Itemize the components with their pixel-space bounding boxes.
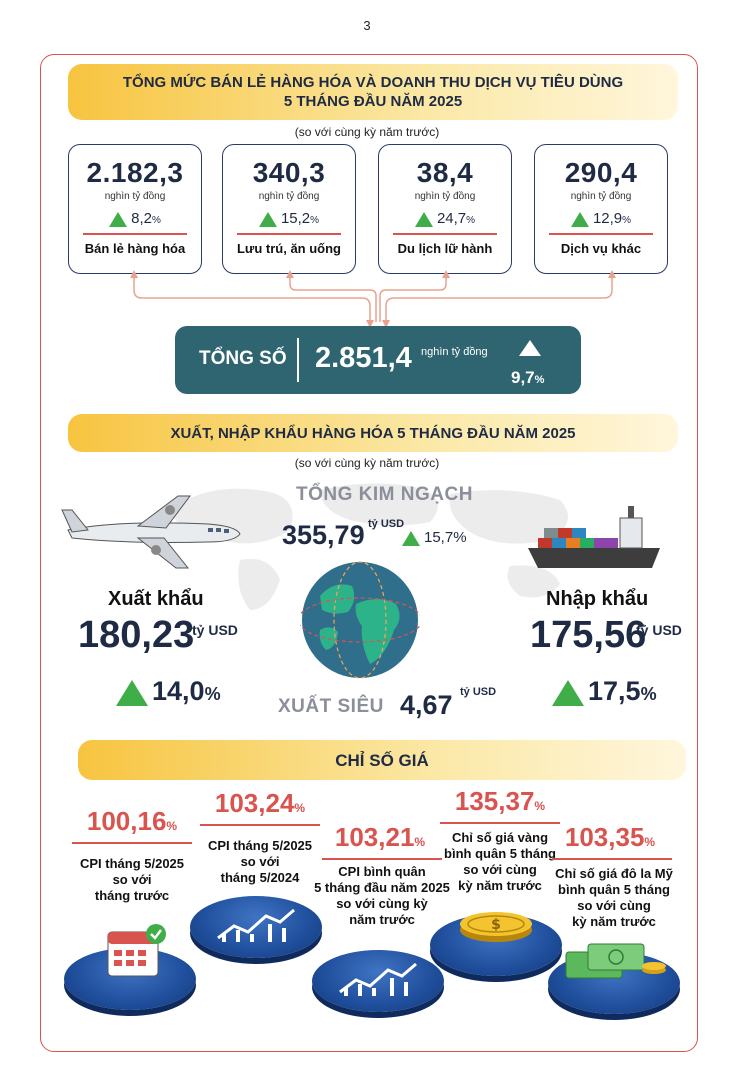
svg-text:$: $ [491,917,501,933]
up-arrow-icon [519,340,541,356]
trade-total-label: TỔNG KIM NGẠCH [296,484,473,505]
price-divider [72,842,192,844]
retail-card-accommodation: 340,3 nghìn tỷ đồng 15,2% Lưu trú, ăn uố… [222,144,356,274]
retail-card-travel: 38,4 nghìn tỷ đồng 24,7% Du lịch lữ hành [378,144,512,274]
up-arrow-icon [402,530,420,546]
export-label: Xuất khẩu [108,588,204,610]
surplus-value: 4,67 [400,690,453,720]
import-unit: tỷ USD [636,622,682,638]
retail-card-other-services: 290,4 nghìn tỷ đồng 12,9% Dịch vụ khác [534,144,668,274]
up-arrow-icon [414,211,433,227]
card-value: 38,4 [416,157,474,188]
calendar-icon [107,924,166,977]
chart-line-icon [217,908,295,942]
up-arrow-icon [552,679,584,706]
card-unit: nghìn tỷ đồng [258,191,320,202]
retail-total-box: TỔNG SỐ 2.851,4 nghìn tỷ đồng 9,7% [175,326,581,394]
retail-title-line2: 5 THÁNG ĐẦU NĂM 2025 [283,93,463,110]
card-change: 15,2% [223,210,355,227]
card-label: Du lịch lữ hành [397,240,493,256]
up-arrow-icon [570,211,589,227]
page-number: 3 [363,18,371,33]
chart-line-icon [339,962,417,996]
card-divider [83,233,187,235]
retail-total-unit: nghìn tỷ đồng [421,346,488,358]
card-label: Dịch vụ khác [560,240,642,256]
card-connector-lines [130,270,616,328]
price-value-usd: 103,35% [564,822,656,852]
price-label-gold: Chỉ số giá vàng bình quân 5 tháng so với c… [444,830,556,893]
trade-total-value: 355,79 [282,520,365,550]
card-unit: nghìn tỷ đồng [570,191,632,202]
price-divider [440,822,560,824]
pedestal-chart-1 [190,896,322,958]
trade-total-change: 15,7% [402,529,467,546]
price-value-cpi-prev-month: 100,16% [86,806,178,836]
export-value: 180,23 [78,614,195,656]
pedestal-chart-2 [312,950,444,1012]
surplus-unit: tỷ USD [460,686,497,698]
retail-subtitle: (so với cùng kỳ năm trước) [294,125,440,139]
globe-icon [300,561,420,679]
up-arrow-icon [109,211,128,227]
export-unit: tỷ USD [192,622,238,638]
trade-title: XUẤT, NHẬP KHẨU HÀNG HÓA 5 THÁNG ĐẦU NĂM… [170,425,576,442]
up-arrow-icon [258,211,277,227]
total-divider [297,338,299,382]
card-divider [237,233,341,235]
trade-total-unit: tỷ USD [368,518,405,530]
price-value-cpi-yoy: 103,24% [214,788,306,818]
price-label-cpi-prev-month: CPI tháng 5/2025 so với tháng trước [79,856,185,903]
card-unit: nghìn tỷ đồng [104,191,166,202]
airplane-icon [61,495,241,569]
cargo-ship-icon [528,506,660,568]
retail-total-change: 9,7% [511,368,545,387]
retail-total-label: TỔNG SỐ [199,348,287,369]
up-arrow-icon [116,679,148,706]
card-change: 24,7% [379,210,511,227]
price-label-usd: Chỉ số giá đô la Mỹ bình quân 5 tháng so v… [555,866,673,929]
price-divider [200,824,320,826]
card-label: Bán lẻ hàng hóa [84,240,186,256]
dollar-bills-icon [565,943,666,979]
export-change: 14,0% [116,676,221,707]
trade-subtitle: (so với cùng kỳ năm trước) [294,456,440,470]
card-label: Lưu trú, ăn uống [236,240,341,256]
card-divider [393,233,497,235]
import-value: 175,56 [530,614,647,656]
price-title: CHỈ SỐ GIÁ [335,751,429,770]
price-value-cpi-average: 103,21% [334,822,426,852]
retail-title-banner: TỔNG MỨC BÁN LẺ HÀNG HÓA VÀ DOANH THU DỊ… [68,64,678,120]
price-label-cpi-average: CPI bình quân 5 tháng đầu năm 2025 so với … [314,864,450,927]
price-label-cpi-yoy: CPI tháng 5/2025 so với tháng 5/2024 [207,838,313,885]
card-divider [549,233,653,235]
surplus-label: XUẤT SIÊU [278,696,384,717]
price-divider [322,858,442,860]
import-change: 17,5% [552,676,657,707]
card-change: 12,9% [535,210,667,227]
retail-card-goods: 2.182,3 nghìn tỷ đồng 8,2% Bán lẻ hàng h… [68,144,202,274]
retail-title-line1: TỔNG MỨC BÁN LẺ HÀNG HÓA VÀ DOANH THU DỊ… [122,74,624,91]
card-value: 290,4 [564,157,638,188]
price-divider [552,858,672,860]
price-value-gold: 135,37% [454,786,546,816]
card-value: 2.182,3 [86,157,184,188]
card-value: 340,3 [252,157,326,188]
page-frame [40,54,698,1052]
price-title-banner: CHỈ SỐ GIÁ [78,740,686,780]
trade-title-banner: XUẤT, NHẬP KHẨU HÀNG HÓA 5 THÁNG ĐẦU NĂM… [68,414,678,452]
import-label: Nhập khẩu [546,588,649,610]
gold-coin-icon: $ [460,912,532,942]
card-change: 8,2% [69,210,201,227]
retail-total-value: 2.851,4 [315,342,412,374]
card-unit: nghìn tỷ đồng [414,191,476,202]
